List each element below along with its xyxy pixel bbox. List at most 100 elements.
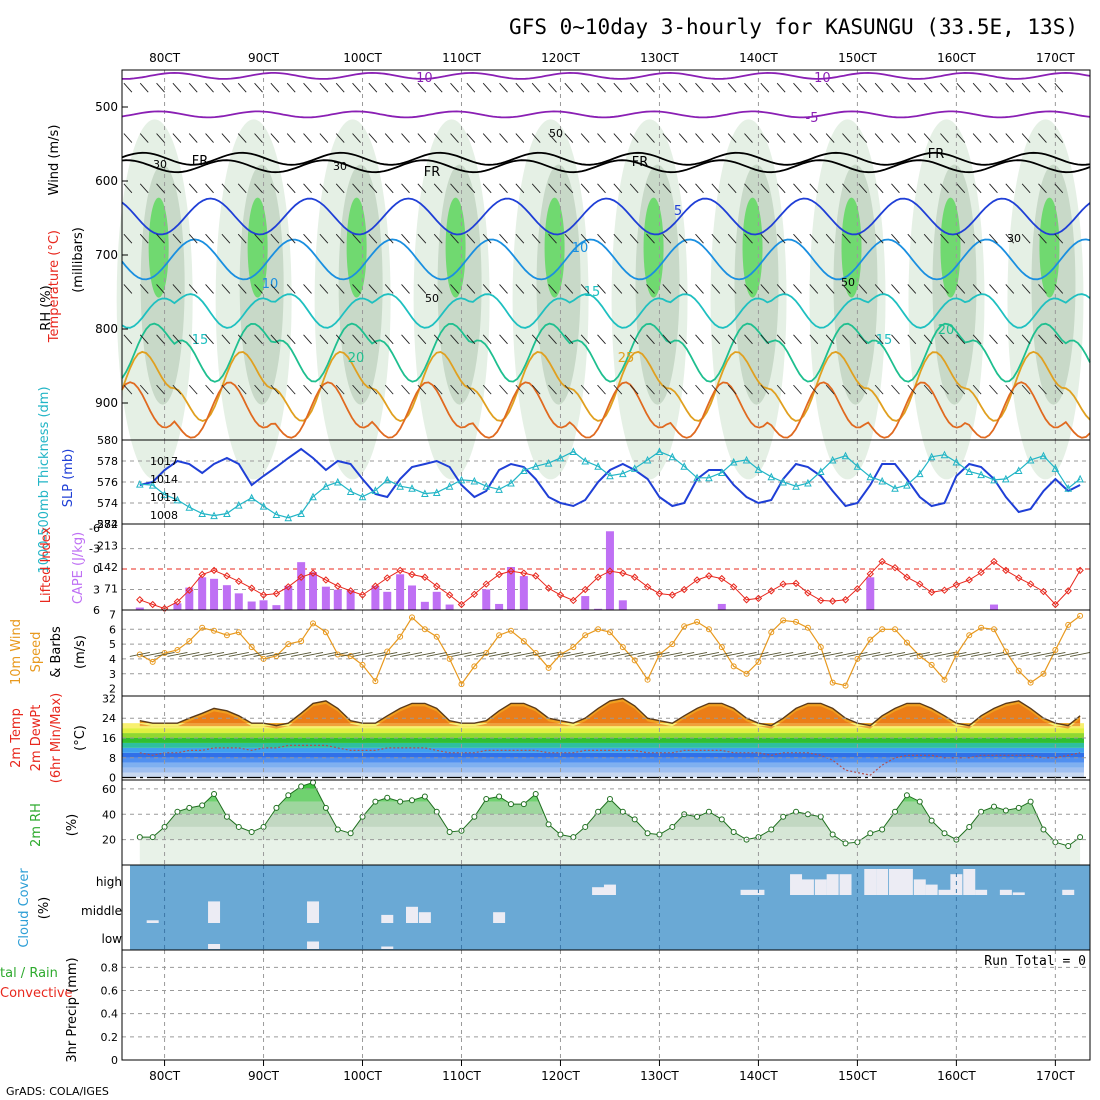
wind-barb	[156, 384, 165, 395]
thickness-marker	[495, 485, 503, 493]
wind-barb	[286, 233, 296, 244]
wind-speed-marker	[1040, 670, 1047, 677]
wind-barb	[286, 334, 296, 345]
rh-shade-green	[247, 197, 268, 298]
wind-barb	[1021, 334, 1031, 345]
wind-barb	[858, 284, 868, 294]
li-marker	[680, 585, 688, 594]
wind-barb	[515, 133, 525, 143]
x-tick-label-bottom: 170CT	[1036, 1069, 1075, 1083]
wind-barb	[776, 384, 786, 395]
wind-barb	[482, 233, 492, 244]
thickness-marker	[1002, 474, 1010, 483]
wind-barb	[482, 334, 492, 345]
thickness-marker	[569, 447, 578, 456]
wind-barb	[188, 284, 198, 294]
thickness-marker	[940, 450, 949, 459]
rh-marker	[718, 816, 725, 823]
li-marker	[470, 590, 479, 599]
li-marker	[606, 567, 614, 575]
wind-barb	[352, 133, 361, 143]
wind-barb	[368, 183, 378, 194]
thickness-marker	[816, 467, 825, 475]
x-tick-label-top: 140CT	[739, 51, 778, 65]
cloud-patch-high	[740, 889, 753, 895]
wind-barb	[825, 233, 835, 244]
temp-contour-label: 20	[348, 351, 365, 366]
wind-speed-marker	[260, 655, 267, 662]
wind-barb	[587, 652, 609, 657]
wind-barb	[773, 652, 794, 657]
wind-barb	[548, 82, 557, 93]
wind-barb	[760, 82, 770, 93]
thickness-marker	[729, 457, 738, 466]
li-marker	[853, 585, 862, 593]
wind-barb	[989, 82, 998, 93]
rh-marker	[892, 808, 899, 815]
rh-marker	[199, 802, 206, 809]
wind-barb	[513, 652, 534, 657]
li-marker	[507, 567, 515, 575]
wind-barb	[907, 334, 917, 345]
li-marker	[445, 591, 454, 599]
wind-barb	[891, 133, 900, 143]
wind-barb	[956, 183, 966, 194]
li-marker	[668, 591, 677, 599]
wind-barb	[319, 233, 329, 244]
thickness-marker	[717, 468, 726, 477]
wind-barb	[205, 284, 214, 294]
precip-ylabels: tal / Rain Convective 3hr Precip (mm) Ru…	[0, 954, 1086, 1063]
rh-shade-green	[940, 197, 961, 298]
wind-barb	[891, 183, 900, 194]
wind-barb	[384, 133, 394, 143]
wind-barb	[678, 284, 688, 294]
wind-barb	[221, 334, 231, 345]
wind-barb	[156, 233, 165, 244]
wind-barb	[760, 183, 770, 194]
thickness-marker	[1014, 466, 1023, 474]
wind-barb	[515, 183, 525, 194]
wind-barb	[450, 384, 459, 395]
rh2m-ylabels: 2m RH (%)	[29, 803, 80, 847]
thickness-marker	[160, 490, 169, 499]
wind-barb	[874, 82, 884, 93]
wind-barb	[842, 384, 851, 395]
wind-barb	[760, 334, 770, 345]
wind-barb	[286, 284, 296, 294]
wind-barb	[989, 183, 998, 194]
wind-barb	[482, 284, 492, 294]
cloud-level-label: middle	[81, 904, 122, 918]
cape-tick-label: 71	[104, 583, 118, 596]
wind-speed-marker	[471, 663, 478, 670]
precip-tick-label: 0	[111, 1054, 118, 1067]
wind-barb	[597, 133, 606, 143]
rh-marker	[186, 804, 193, 811]
wind-barb	[564, 384, 574, 395]
cloud-patch-high	[814, 879, 827, 895]
wind-barb	[842, 183, 851, 194]
thickness-marker	[210, 511, 218, 520]
wind-barb	[1054, 183, 1064, 194]
wind-barb	[188, 183, 198, 194]
li-marker	[1064, 587, 1072, 595]
wind-speed-marker	[1065, 621, 1072, 628]
wind-barb	[695, 133, 704, 143]
wind-speed-marker	[421, 626, 428, 633]
cape-bar	[445, 604, 454, 610]
thickness-marker	[531, 462, 540, 470]
ylabel-millibars: (millibars)	[71, 227, 86, 293]
rh-marker	[817, 813, 824, 820]
wind-barb	[695, 82, 704, 93]
rh-marker	[1077, 834, 1084, 841]
wind-barb	[167, 652, 188, 657]
wind-speed-marker	[1002, 648, 1009, 655]
wind-barb	[335, 82, 345, 93]
wind-speed-marker	[978, 624, 985, 631]
ylabel-cape: CAPE (J/kg)	[71, 532, 86, 604]
thickness-marker	[952, 457, 961, 466]
temp-band	[122, 752, 1084, 758]
rh-shade-green	[346, 197, 367, 298]
rh-band	[139, 788, 1081, 802]
wind-barb	[564, 133, 574, 143]
